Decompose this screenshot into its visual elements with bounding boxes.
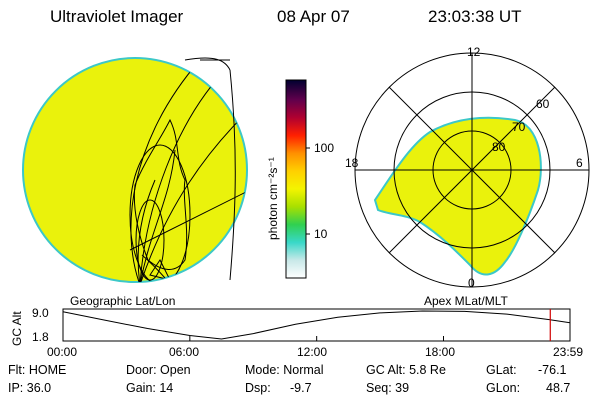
flight-status: Flt: HOME xyxy=(8,363,67,377)
altitude-xtick-label: 18:00 xyxy=(425,345,456,359)
coastline-outline xyxy=(141,254,166,279)
altitude-xtick-label: 23:59 xyxy=(553,345,584,359)
color-bar-gradient xyxy=(285,79,307,279)
coastline-outline xyxy=(133,118,188,270)
polar-grid xyxy=(354,52,590,288)
colorbar-tick-label-100: 100 xyxy=(314,141,335,155)
gc-altitude: GC Alt: 5.8 Re xyxy=(366,363,446,377)
altitude-series-line xyxy=(62,310,571,340)
mlat-label-60: 60 xyxy=(536,97,550,111)
mode-status: Mode: Normal xyxy=(245,363,324,377)
polar-panel-label: Apex MLat/MLT xyxy=(424,294,508,308)
dsp-value: -9.7 xyxy=(290,381,312,395)
glon-value: 48.7 xyxy=(546,381,571,395)
latitude-ring xyxy=(129,144,191,282)
dsp-label: Dsp: xyxy=(245,381,271,395)
auroral-oval-region xyxy=(373,116,542,276)
mlt-label-18: 18 xyxy=(345,156,359,170)
mlat-label-70: 70 xyxy=(512,120,526,134)
instrument-title: Ultraviolet Imager xyxy=(50,7,184,26)
colorbar-unit-label: photon cm⁻²s⁻¹ xyxy=(266,157,280,240)
mlt-label-6: 6 xyxy=(576,156,583,170)
gain-value: Gain: 14 xyxy=(126,381,174,395)
glat-value: -76.1 xyxy=(538,363,567,377)
latitude-ring xyxy=(135,199,165,281)
color-scale-bar xyxy=(285,79,310,279)
coastline-outline xyxy=(149,259,171,281)
observation-date: 08 Apr 07 xyxy=(277,7,350,26)
glon-label: GLon: xyxy=(486,381,521,395)
mlat-label-80: 80 xyxy=(492,140,506,154)
outer-grid-arc xyxy=(184,57,236,281)
altitude-chart xyxy=(62,308,571,342)
glat-label: GLat: xyxy=(486,363,517,377)
altitude-xtick-label: 06:00 xyxy=(169,345,200,359)
meridian-line xyxy=(137,179,156,282)
door-status: Door: Open xyxy=(126,363,191,377)
geo-grid-lines xyxy=(129,59,247,282)
observation-time: 23:03:38 UT xyxy=(428,7,522,26)
geo-image-disk xyxy=(22,57,248,283)
altitude-ytick-1-8: 1.8 xyxy=(32,330,49,344)
geographic-image-panel xyxy=(22,57,248,283)
polar-mlat-mlt-panel xyxy=(354,52,590,288)
mlt-label-12: 12 xyxy=(467,45,481,59)
colorbar-tick-label-10: 10 xyxy=(314,227,328,241)
altitude-ytick-9: 9.0 xyxy=(32,306,49,320)
altitude-xtick-label: 00:00 xyxy=(47,345,78,359)
altitude-x-ticks xyxy=(62,336,571,341)
altitude-y-axis-label: GC Alt xyxy=(10,311,24,346)
meridian-line xyxy=(139,149,176,282)
mlt-label-0: 0 xyxy=(468,276,475,290)
geo-panel-label: Geographic Lat/Lon xyxy=(70,294,176,308)
mlt-diagonal xyxy=(388,86,556,254)
ip-value: IP: 36.0 xyxy=(8,381,52,395)
altitude-xtick-label: 12:00 xyxy=(297,345,328,359)
sequence-number: Seq: 39 xyxy=(366,381,410,395)
